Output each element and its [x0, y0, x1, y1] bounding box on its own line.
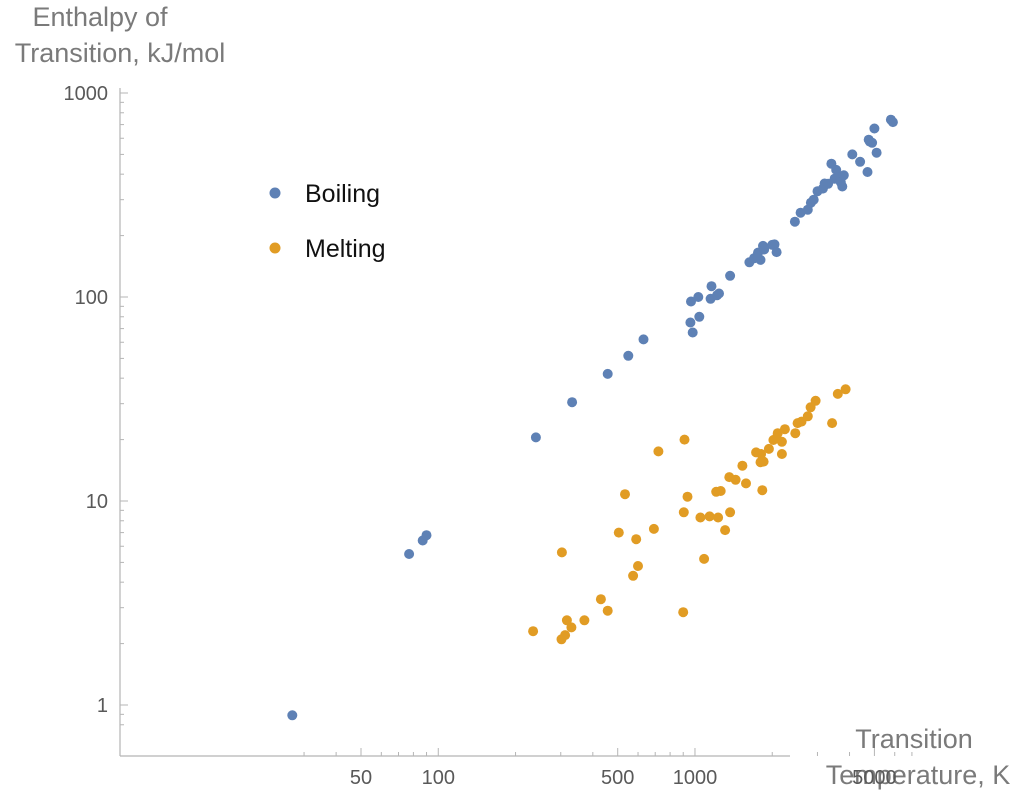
- y-axis-title-line-1: Enthalpy of: [32, 2, 168, 32]
- melting-point: [648, 523, 659, 534]
- melting-point: [679, 434, 690, 445]
- melting-point: [730, 474, 741, 485]
- melting-point: [763, 443, 774, 454]
- melting-point: [779, 424, 790, 435]
- series-boiling: [287, 114, 898, 721]
- x-tick-label: 100: [422, 767, 455, 789]
- boiling-point: [567, 397, 578, 408]
- boiling-point: [837, 181, 848, 192]
- melting-point: [832, 388, 843, 399]
- melting-point: [725, 507, 736, 518]
- boiling-point: [838, 170, 849, 181]
- melting-point: [633, 561, 643, 571]
- boiling-point: [847, 149, 858, 160]
- boiling-point: [867, 137, 878, 148]
- melting-point: [678, 507, 689, 518]
- melting-point: [628, 570, 639, 581]
- x-tick-label: 5000: [852, 767, 897, 789]
- melting-point: [613, 527, 624, 538]
- boiling-point: [638, 334, 649, 345]
- x-tick-label: 1000: [673, 767, 718, 789]
- boiling-point: [871, 147, 882, 158]
- boiling-point: [404, 549, 415, 559]
- boiling-point: [602, 368, 613, 379]
- boiling-point: [287, 710, 298, 721]
- melting-point: [682, 491, 693, 502]
- y-tick-label: 1: [97, 695, 108, 717]
- y-tick-label: 10: [86, 491, 108, 513]
- legend-label-melting: Melting: [305, 235, 386, 263]
- series-melting: [528, 384, 851, 645]
- boiling-point: [421, 530, 432, 541]
- boiling-point: [693, 292, 704, 302]
- melting-point: [827, 418, 838, 429]
- melting-point: [758, 456, 769, 467]
- x-tick-label: 50: [350, 767, 372, 789]
- melting-point: [704, 511, 715, 522]
- boiling-point: [769, 239, 780, 250]
- melting-point: [713, 512, 724, 523]
- melting-point: [561, 615, 572, 626]
- melting-point: [741, 478, 751, 489]
- melting-point: [579, 615, 590, 626]
- melting-point: [776, 436, 787, 447]
- melting-point: [528, 626, 539, 637]
- boiling-point: [771, 247, 782, 258]
- melting-point: [602, 605, 613, 616]
- melting-point: [802, 411, 813, 422]
- y-axis-ticks: 1 10 100 1000: [64, 83, 128, 726]
- melting-point: [720, 525, 731, 536]
- boiling-point: [714, 288, 724, 299]
- legend-marker-boiling: [269, 187, 281, 199]
- boiling-point: [808, 194, 819, 205]
- melting-point: [757, 485, 768, 496]
- melting-point: [699, 553, 710, 564]
- data-points: [287, 114, 898, 721]
- melting-point: [695, 512, 706, 523]
- boiling-point: [686, 296, 696, 307]
- boiling-point: [789, 216, 800, 227]
- boiling-point: [685, 317, 696, 328]
- boiling-point: [862, 167, 873, 177]
- x-tick-label: 500: [601, 767, 634, 789]
- melting-point: [620, 489, 630, 500]
- melting-point: [595, 594, 606, 605]
- melting-point: [566, 622, 577, 633]
- x-axis-ticks: 50 100 500 1000 5000: [303, 748, 913, 789]
- x-axis-title-line-1: Transition: [855, 724, 973, 754]
- boiling-point: [694, 311, 705, 322]
- melting-point: [653, 446, 664, 457]
- melting-point: [737, 460, 748, 471]
- boiling-point: [725, 270, 736, 281]
- legend: Boiling Melting: [269, 180, 386, 263]
- legend-marker-melting: [269, 242, 281, 254]
- boiling-point: [755, 254, 766, 265]
- melting-point: [840, 384, 851, 395]
- melting-point: [631, 534, 642, 545]
- melting-point: [810, 395, 821, 406]
- boiling-point: [759, 244, 770, 255]
- boiling-point: [706, 281, 717, 292]
- legend-label-boiling: Boiling: [305, 180, 380, 208]
- melting-point: [678, 607, 689, 618]
- boiling-point: [855, 156, 866, 167]
- boiling-point: [869, 123, 880, 134]
- y-tick-label: 100: [75, 287, 108, 309]
- boiling-point: [687, 327, 698, 338]
- boiling-point: [831, 164, 842, 175]
- x-axis-title-line-2: Temperature, K: [826, 760, 1011, 790]
- melting-point: [790, 428, 801, 439]
- melting-point: [556, 547, 567, 558]
- melting-point: [715, 486, 726, 496]
- melting-point: [756, 449, 767, 459]
- boiling-point: [887, 117, 898, 128]
- boiling-point: [530, 432, 541, 443]
- boiling-point: [623, 350, 634, 361]
- y-tick-label: 1000: [64, 83, 109, 105]
- melting-point: [776, 449, 787, 459]
- y-axis-title-line-2: Transition, kJ/mol: [15, 38, 226, 68]
- melting-point: [560, 630, 571, 641]
